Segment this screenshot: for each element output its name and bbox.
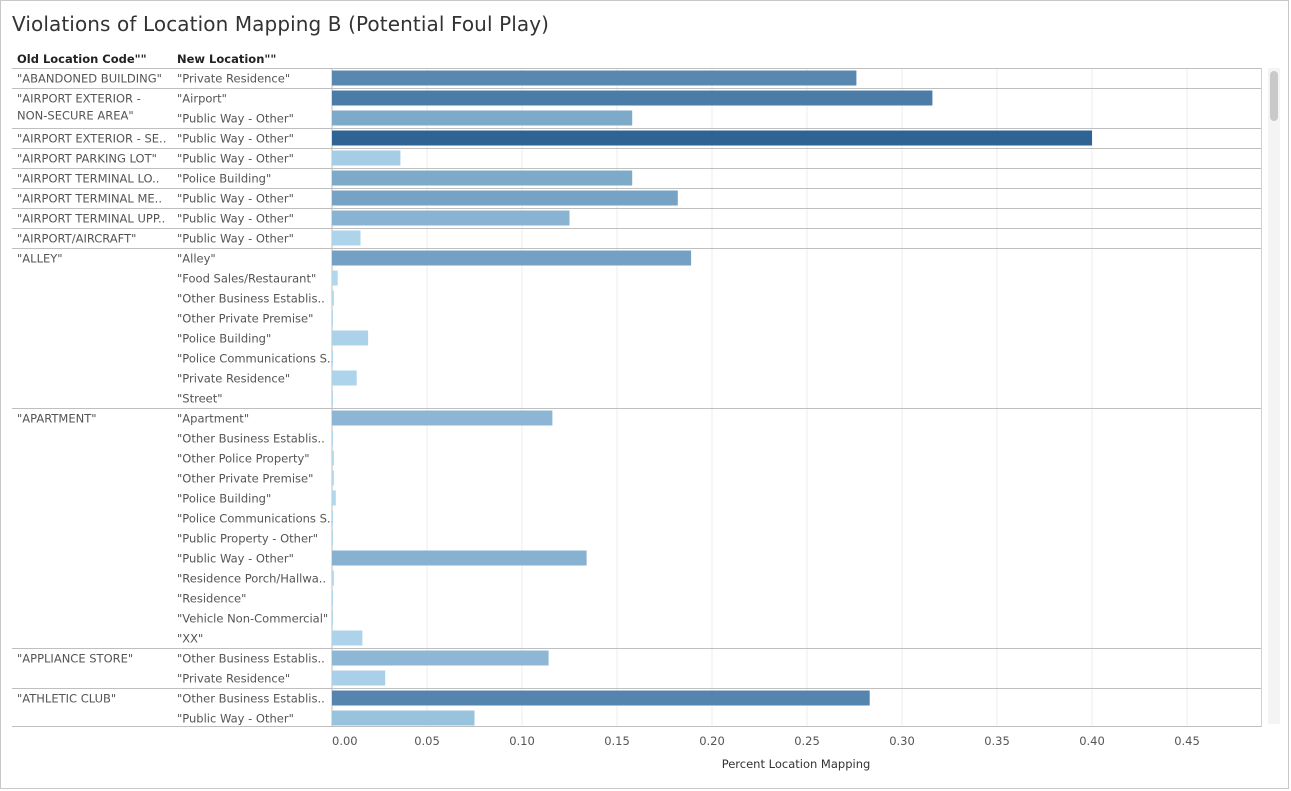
bar xyxy=(332,490,336,506)
new-location-label: "Other Private Premise" xyxy=(177,312,313,326)
new-location-label: "Police Building" xyxy=(177,172,271,186)
bar xyxy=(332,330,369,346)
bar xyxy=(332,150,401,166)
old-location-label: "AIRPORT/AIRCRAFT" xyxy=(17,232,136,246)
x-tick-label: 0.10 xyxy=(509,734,535,748)
x-tick-label: 0.15 xyxy=(604,734,630,748)
new-location-label: "Public Way - Other" xyxy=(177,132,294,146)
bar xyxy=(332,270,338,286)
bar xyxy=(332,590,333,606)
bar xyxy=(332,310,333,326)
bar xyxy=(332,710,475,726)
old-location-label: "ATHLETIC CLUB" xyxy=(17,692,116,706)
new-location-label: "Private Residence" xyxy=(177,672,290,686)
scrollbar-thumb[interactable] xyxy=(1270,71,1278,121)
bar xyxy=(332,650,549,666)
bar xyxy=(332,390,333,406)
chart-title: Violations of Location Mapping B (Potent… xyxy=(12,12,550,36)
x-tick-label: 0.05 xyxy=(414,734,440,748)
bar xyxy=(332,630,363,646)
new-location-label: "Alley" xyxy=(177,252,216,266)
new-location-label: "Police Communications S.. xyxy=(177,352,334,366)
old-location-label: "ABANDONED BUILDING" xyxy=(17,72,162,86)
new-location-header[interactable]: New Location"" xyxy=(177,52,277,66)
new-location-label: "Private Residence" xyxy=(177,372,290,386)
old-location-label: "AIRPORT PARKING LOT" xyxy=(17,152,157,166)
vertical-scrollbar[interactable] xyxy=(1268,68,1280,724)
old-location-label: NON-SECURE AREA" xyxy=(17,109,134,123)
new-location-label: "Police Building" xyxy=(177,492,271,506)
new-location-label: "Public Way - Other" xyxy=(177,712,294,726)
bar xyxy=(332,110,633,126)
new-location-label: "Other Police Property" xyxy=(177,452,310,466)
old-location-label: "APARTMENT" xyxy=(17,412,97,426)
x-tick-label: 0.45 xyxy=(1174,734,1200,748)
bar xyxy=(332,690,870,706)
new-location-label: "Street" xyxy=(177,392,223,406)
new-location-label: "Public Way - Other" xyxy=(177,552,294,566)
new-location-label: "Public Way - Other" xyxy=(177,212,294,226)
new-location-label: "Other Business Establis.. xyxy=(177,652,325,666)
new-location-label: "Public Way - Other" xyxy=(177,192,294,206)
new-location-label: "Other Private Premise" xyxy=(177,472,313,486)
x-tick-label: 0.35 xyxy=(984,734,1010,748)
new-location-label: "Public Property - Other" xyxy=(177,532,318,546)
new-location-label: "Other Business Establis.. xyxy=(177,432,325,446)
x-tick-label: 0.20 xyxy=(699,734,725,748)
old-location-label: "APPLIANCE STORE" xyxy=(17,652,133,666)
old-location-label: "AIRPORT EXTERIOR - xyxy=(17,92,141,106)
new-location-label: "Other Business Establis.. xyxy=(177,692,325,706)
bar xyxy=(332,370,357,386)
x-tick-label: 0.00 xyxy=(332,734,358,748)
bar xyxy=(332,550,587,566)
new-location-label: "Apartment" xyxy=(177,412,249,426)
new-location-label: "Private Residence" xyxy=(177,72,290,86)
x-tick-label: 0.40 xyxy=(1079,734,1105,748)
bar xyxy=(332,210,570,226)
bar xyxy=(332,570,334,586)
bar xyxy=(332,430,333,446)
bar xyxy=(332,450,334,466)
bar xyxy=(332,130,1092,146)
new-location-label: "Police Building" xyxy=(177,332,271,346)
bar xyxy=(332,190,678,206)
bar xyxy=(332,70,857,86)
new-location-label: "Other Business Establis.. xyxy=(177,292,325,306)
bar xyxy=(332,410,553,426)
bar xyxy=(332,610,333,626)
new-location-label: "Public Way - Other" xyxy=(177,152,294,166)
bar xyxy=(332,670,386,686)
new-location-label: "XX" xyxy=(177,632,203,646)
new-location-label: "Food Sales/Restaurant" xyxy=(177,272,316,286)
old-location-header[interactable]: Old Location Code"" xyxy=(17,52,147,66)
old-location-label: "ALLEY" xyxy=(17,252,63,266)
new-location-label: "Public Way - Other" xyxy=(177,112,294,126)
new-location-label: "Airport" xyxy=(177,92,227,106)
bar xyxy=(332,170,633,186)
new-location-label: "Vehicle Non-Commercial" xyxy=(177,612,328,626)
x-axis-title: Percent Location Mapping xyxy=(722,757,871,771)
new-location-label: "Public Way - Other" xyxy=(177,232,294,246)
old-location-label: "AIRPORT TERMINAL UPP.. xyxy=(17,212,165,226)
bar xyxy=(332,530,333,546)
old-location-label: "AIRPORT TERMINAL LO.. xyxy=(17,172,159,186)
new-location-label: "Residence Porch/Hallwa.. xyxy=(177,572,326,586)
new-location-label: "Police Communications S.. xyxy=(177,512,334,526)
x-tick-label: 0.25 xyxy=(794,734,820,748)
bar xyxy=(332,230,361,246)
bar xyxy=(332,250,692,266)
x-tick-label: 0.30 xyxy=(889,734,915,748)
old-location-label: "AIRPORT EXTERIOR - SE.. xyxy=(17,132,166,146)
bar xyxy=(332,90,933,106)
bar xyxy=(332,290,334,306)
bar xyxy=(332,350,333,366)
bar xyxy=(332,510,333,526)
old-location-label: "AIRPORT TERMINAL ME.. xyxy=(17,192,162,206)
new-location-label: "Residence" xyxy=(177,592,246,606)
bar xyxy=(332,470,334,486)
